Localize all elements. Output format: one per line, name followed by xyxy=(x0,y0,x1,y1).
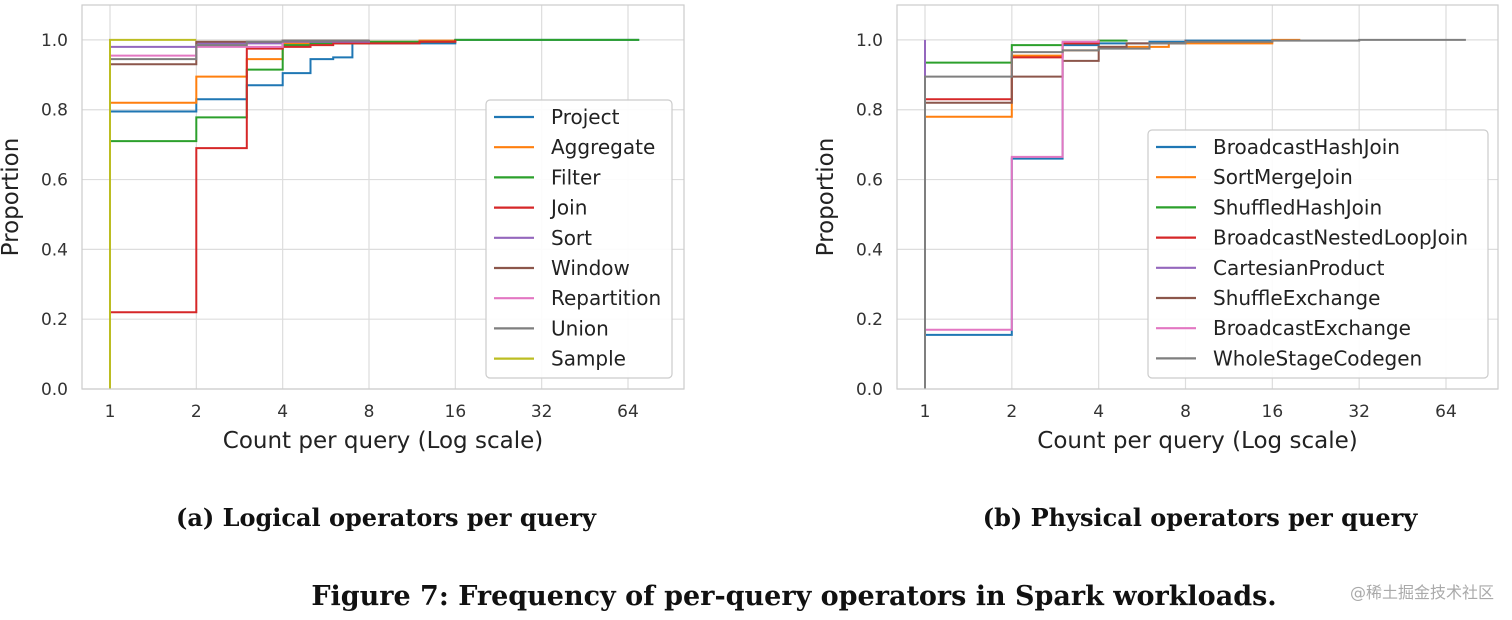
legend-label: Union xyxy=(551,316,609,340)
legend-label: Project xyxy=(551,105,620,129)
panel-a-caption: (a) Logical operators per query xyxy=(176,503,597,532)
plot-frame xyxy=(896,4,1499,390)
legend: Project Aggregate Filter Join Sort Window Repa… xyxy=(485,99,673,379)
legend-label: WholeStageCodegen xyxy=(1213,346,1422,370)
series-line-sort xyxy=(109,39,370,389)
x-tick-label: 64 xyxy=(617,402,639,422)
series-line-wholestagecodegen xyxy=(924,38,1466,389)
y-tick-label: 0.2 xyxy=(41,310,68,330)
legend: BroadcastHashJoin SortMergeJoin ShuffledHa… xyxy=(1147,129,1489,379)
legend-label: Sample xyxy=(551,347,626,371)
y-axis-label: Proportion xyxy=(813,138,839,257)
x-tick-label: 2 xyxy=(191,402,202,422)
legend-label: BroadcastExchange xyxy=(1213,316,1411,340)
y-tick-label: 1.0 xyxy=(41,31,68,51)
x-tick-label: 16 xyxy=(1262,402,1284,422)
y-tick-label: 0.0 xyxy=(41,380,68,400)
legend-label: BroadcastNestedLoopJoin xyxy=(1213,226,1468,250)
y-tick-label: 0.6 xyxy=(856,171,883,191)
x-tick-label: 8 xyxy=(1180,402,1191,422)
x-tick-label: 32 xyxy=(531,402,553,422)
legend-label: BroadcastHashJoin xyxy=(1213,135,1400,159)
y-tick-label: 0.0 xyxy=(856,380,883,400)
x-tick-label: 32 xyxy=(1348,402,1370,422)
y-tick-label: 0.4 xyxy=(41,240,68,260)
x-tick-label: 4 xyxy=(1093,402,1104,422)
y-tick-label: 1.0 xyxy=(856,31,883,51)
series-line-sample xyxy=(109,38,197,389)
panel-a-logical-operators: 1 2 4 8 16 32 64 0.0 0.2 0.4 0.6 0.8 1.0 Count per qu… xyxy=(0,4,685,454)
legend-box xyxy=(485,99,673,379)
y-tick-label: 0.2 xyxy=(856,310,883,330)
legend-label: Filter xyxy=(551,165,601,189)
series-line-shuffleexchange xyxy=(924,39,1187,389)
x-tick-label: 4 xyxy=(277,402,288,422)
x-tick-label: 2 xyxy=(1006,402,1017,422)
series-line-union xyxy=(109,39,370,389)
x-tick-label: 64 xyxy=(1435,402,1457,422)
x-axis-label: Count per query (Log scale) xyxy=(1037,428,1357,454)
watermark-text: @稀土掘金技术社区 xyxy=(1350,583,1494,602)
y-tick-label: 0.4 xyxy=(856,240,883,260)
x-tick-label: 16 xyxy=(445,402,467,422)
legend-label: Repartition xyxy=(551,286,661,310)
legend-box xyxy=(1147,129,1489,379)
legend-label: SortMergeJoin xyxy=(1213,165,1353,189)
y-axis-label: Proportion xyxy=(0,138,24,257)
x-tick-label: 1 xyxy=(920,402,931,422)
series-line-join xyxy=(109,39,457,389)
x-axis-label: Count per query (Log scale) xyxy=(223,428,543,454)
series-line-broadcastnestedloopjoin xyxy=(924,39,1100,389)
legend-label: Aggregate xyxy=(551,135,655,159)
y-tick-label: 0.8 xyxy=(41,101,68,121)
panel-b-physical-operators: 1 2 4 8 16 32 64 0.0 0.2 0.4 0.6 0.8 1.0 Count per qu… xyxy=(813,4,1499,454)
legend-label: Window xyxy=(551,256,630,280)
y-tick-label: 0.6 xyxy=(41,171,68,191)
legend-label: CartesianProduct xyxy=(1213,256,1385,280)
x-tick-label: 8 xyxy=(364,402,375,422)
x-tick-label: 1 xyxy=(105,402,116,422)
legend-label: Join xyxy=(549,196,587,220)
legend-label: ShuffledHashJoin xyxy=(1213,195,1382,219)
y-tick-label: 0.8 xyxy=(856,101,883,121)
figure-caption: Figure 7: Frequency of per-query operato… xyxy=(311,581,1276,612)
panel-b-caption: (b) Physical operators per query xyxy=(983,503,1419,532)
legend-label: Sort xyxy=(551,226,592,250)
legend-label: ShuffleExchange xyxy=(1213,286,1380,310)
plot-frame xyxy=(81,4,685,390)
series-line-broadcastexchange xyxy=(924,39,1100,389)
